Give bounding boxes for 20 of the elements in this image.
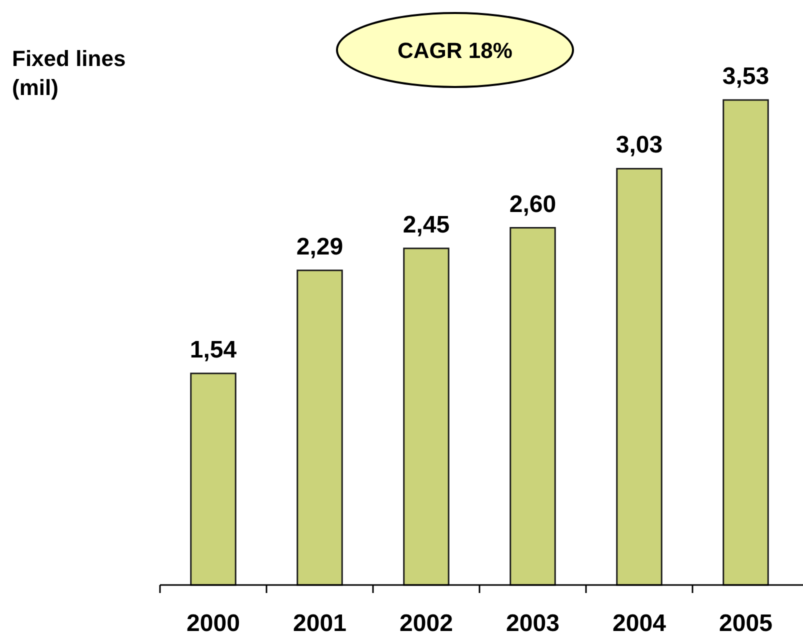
x-tick-label: 2004: [612, 610, 667, 634]
x-tick-label: 2005: [719, 610, 772, 634]
data-label: 2,60: [509, 190, 556, 218]
data-label: 3,53: [722, 63, 770, 90]
bar: [510, 227, 556, 586]
bar: [403, 248, 450, 586]
x-tick-label: 2001: [293, 610, 346, 634]
bar: [722, 99, 769, 586]
bar: [616, 168, 662, 586]
text: CAGR 18%: [398, 38, 512, 63]
bar: [296, 270, 343, 586]
data-label: 3,03: [616, 132, 663, 159]
x-tick-label: 2002: [400, 610, 453, 634]
y-axis-title: Fixed lines (mil): [12, 46, 126, 100]
data-label: 2,29: [296, 233, 344, 260]
data-label: 2,45: [402, 211, 450, 238]
bar: [190, 372, 236, 586]
data-label: 1,54: [190, 336, 238, 364]
x-tick-label: 2003: [506, 610, 560, 634]
x-tick-label: 2000: [186, 610, 240, 634]
